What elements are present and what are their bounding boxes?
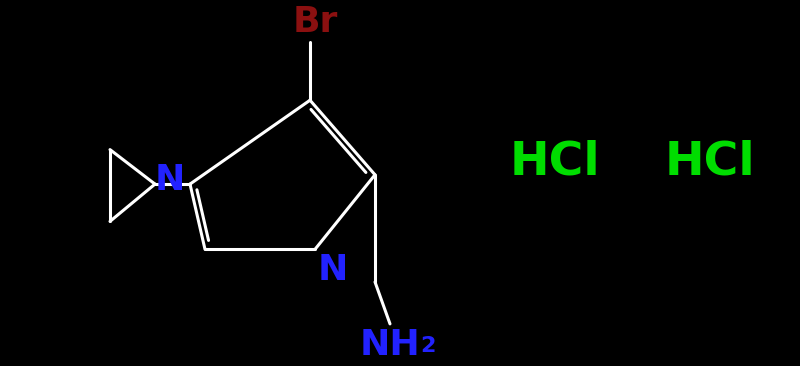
Text: HCl: HCl: [665, 139, 755, 184]
Text: NH: NH: [360, 328, 420, 362]
Text: HCl: HCl: [510, 139, 600, 184]
Text: N: N: [154, 163, 185, 197]
Text: N: N: [318, 253, 348, 287]
Text: Br: Br: [292, 5, 338, 39]
Text: 2: 2: [420, 336, 435, 356]
